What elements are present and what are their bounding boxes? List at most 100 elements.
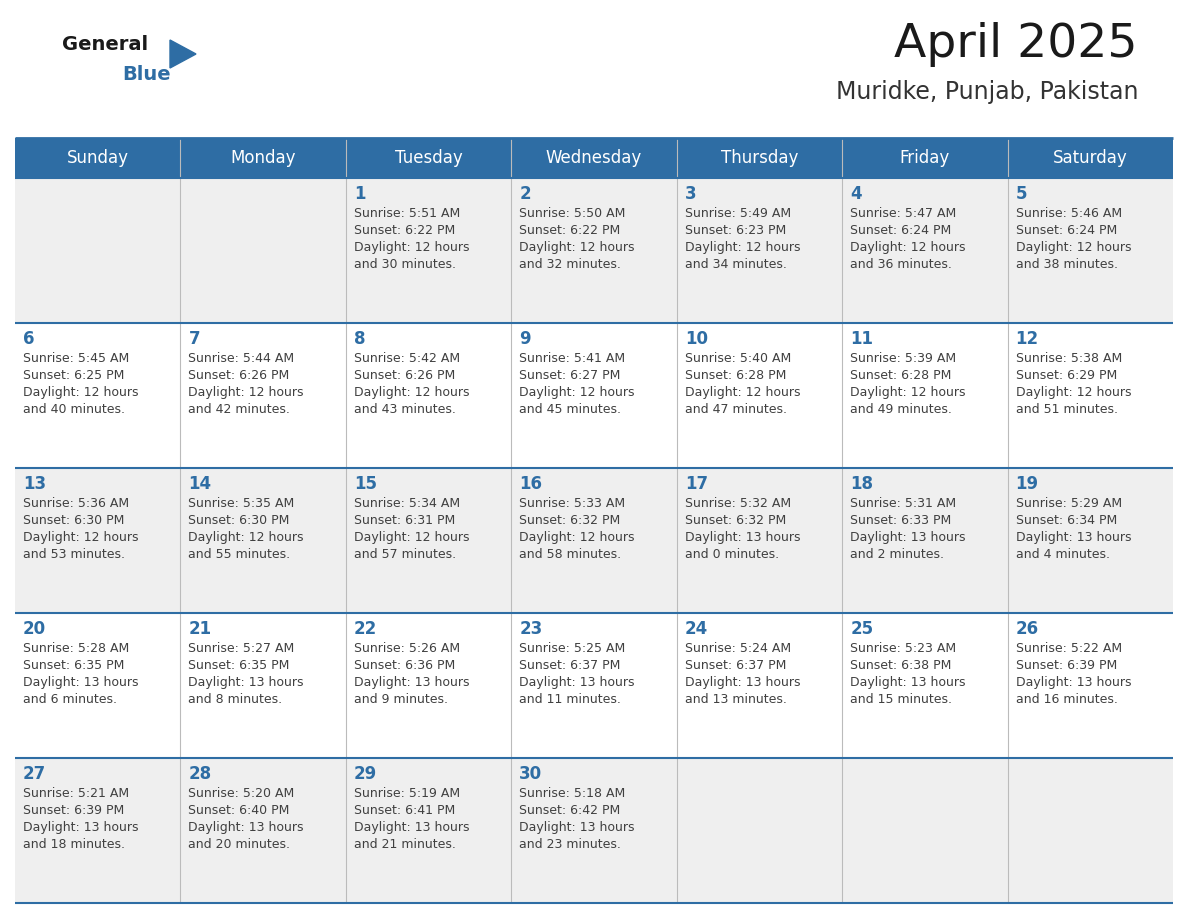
Text: 12: 12	[1016, 330, 1038, 348]
Text: Sunset: 6:37 PM: Sunset: 6:37 PM	[684, 659, 786, 672]
Text: Daylight: 13 hours: Daylight: 13 hours	[851, 531, 966, 544]
Text: Sunset: 6:32 PM: Sunset: 6:32 PM	[519, 514, 620, 527]
Text: Sunset: 6:24 PM: Sunset: 6:24 PM	[851, 224, 952, 237]
Text: Sunday: Sunday	[67, 149, 128, 167]
Text: Saturday: Saturday	[1053, 149, 1127, 167]
Text: Sunrise: 5:18 AM: Sunrise: 5:18 AM	[519, 787, 626, 800]
Text: Daylight: 13 hours: Daylight: 13 hours	[354, 676, 469, 689]
Text: Sunset: 6:30 PM: Sunset: 6:30 PM	[23, 514, 125, 527]
Text: Sunrise: 5:39 AM: Sunrise: 5:39 AM	[851, 352, 956, 365]
Text: Daylight: 12 hours: Daylight: 12 hours	[189, 386, 304, 399]
Text: Daylight: 13 hours: Daylight: 13 hours	[1016, 676, 1131, 689]
Text: Sunrise: 5:49 AM: Sunrise: 5:49 AM	[684, 207, 791, 220]
Text: and 47 minutes.: and 47 minutes.	[684, 403, 786, 416]
Text: Daylight: 12 hours: Daylight: 12 hours	[354, 531, 469, 544]
Text: Sunrise: 5:24 AM: Sunrise: 5:24 AM	[684, 642, 791, 655]
Text: Sunset: 6:29 PM: Sunset: 6:29 PM	[1016, 369, 1117, 382]
Text: 8: 8	[354, 330, 366, 348]
Text: Sunrise: 5:38 AM: Sunrise: 5:38 AM	[1016, 352, 1121, 365]
Text: Sunrise: 5:40 AM: Sunrise: 5:40 AM	[684, 352, 791, 365]
Text: Sunrise: 5:45 AM: Sunrise: 5:45 AM	[23, 352, 129, 365]
Text: Sunset: 6:28 PM: Sunset: 6:28 PM	[851, 369, 952, 382]
Text: Sunset: 6:37 PM: Sunset: 6:37 PM	[519, 659, 620, 672]
Text: and 23 minutes.: and 23 minutes.	[519, 838, 621, 851]
Text: and 30 minutes.: and 30 minutes.	[354, 258, 456, 271]
Bar	[15, 323, 1173, 468]
Text: Sunrise: 5:20 AM: Sunrise: 5:20 AM	[189, 787, 295, 800]
Text: 21: 21	[189, 620, 211, 638]
Text: April 2025: April 2025	[895, 22, 1138, 67]
Text: Daylight: 13 hours: Daylight: 13 hours	[684, 531, 801, 544]
Text: 4: 4	[851, 185, 861, 203]
Text: 6: 6	[23, 330, 34, 348]
Text: and 16 minutes.: and 16 minutes.	[1016, 693, 1118, 706]
Text: 1: 1	[354, 185, 366, 203]
Text: and 9 minutes.: and 9 minutes.	[354, 693, 448, 706]
Text: Tuesday: Tuesday	[394, 149, 462, 167]
Text: Daylight: 13 hours: Daylight: 13 hours	[851, 676, 966, 689]
Text: and 57 minutes.: and 57 minutes.	[354, 548, 456, 561]
Text: Sunset: 6:31 PM: Sunset: 6:31 PM	[354, 514, 455, 527]
Text: Sunrise: 5:27 AM: Sunrise: 5:27 AM	[189, 642, 295, 655]
Text: and 40 minutes.: and 40 minutes.	[23, 403, 125, 416]
Text: Daylight: 12 hours: Daylight: 12 hours	[23, 531, 139, 544]
Text: Sunset: 6:35 PM: Sunset: 6:35 PM	[23, 659, 125, 672]
Text: Sunset: 6:41 PM: Sunset: 6:41 PM	[354, 804, 455, 817]
Text: and 58 minutes.: and 58 minutes.	[519, 548, 621, 561]
Text: 15: 15	[354, 475, 377, 493]
Text: Sunrise: 5:21 AM: Sunrise: 5:21 AM	[23, 787, 129, 800]
Text: Sunset: 6:35 PM: Sunset: 6:35 PM	[189, 659, 290, 672]
Text: and 42 minutes.: and 42 minutes.	[189, 403, 290, 416]
Text: Sunrise: 5:35 AM: Sunrise: 5:35 AM	[189, 497, 295, 510]
Text: Thursday: Thursday	[721, 149, 798, 167]
Text: 26: 26	[1016, 620, 1038, 638]
Text: and 38 minutes.: and 38 minutes.	[1016, 258, 1118, 271]
Bar	[15, 758, 1173, 903]
Text: Sunrise: 5:41 AM: Sunrise: 5:41 AM	[519, 352, 625, 365]
Text: 14: 14	[189, 475, 211, 493]
Text: Sunset: 6:28 PM: Sunset: 6:28 PM	[684, 369, 786, 382]
Text: Daylight: 12 hours: Daylight: 12 hours	[354, 241, 469, 254]
Text: Sunset: 6:34 PM: Sunset: 6:34 PM	[1016, 514, 1117, 527]
Text: Daylight: 12 hours: Daylight: 12 hours	[519, 531, 634, 544]
Text: Sunset: 6:39 PM: Sunset: 6:39 PM	[1016, 659, 1117, 672]
Text: Daylight: 12 hours: Daylight: 12 hours	[23, 386, 139, 399]
Text: Sunset: 6:38 PM: Sunset: 6:38 PM	[851, 659, 952, 672]
Text: Daylight: 13 hours: Daylight: 13 hours	[519, 821, 634, 834]
Text: Sunrise: 5:19 AM: Sunrise: 5:19 AM	[354, 787, 460, 800]
Bar	[15, 138, 1173, 178]
Text: Monday: Monday	[230, 149, 296, 167]
Text: Daylight: 13 hours: Daylight: 13 hours	[23, 676, 139, 689]
Text: 3: 3	[684, 185, 696, 203]
Text: Sunrise: 5:46 AM: Sunrise: 5:46 AM	[1016, 207, 1121, 220]
Text: Sunrise: 5:33 AM: Sunrise: 5:33 AM	[519, 497, 625, 510]
Text: Sunset: 6:26 PM: Sunset: 6:26 PM	[189, 369, 290, 382]
Text: Sunrise: 5:36 AM: Sunrise: 5:36 AM	[23, 497, 129, 510]
Text: Sunset: 6:40 PM: Sunset: 6:40 PM	[189, 804, 290, 817]
Text: Sunset: 6:39 PM: Sunset: 6:39 PM	[23, 804, 125, 817]
Text: and 51 minutes.: and 51 minutes.	[1016, 403, 1118, 416]
Text: and 34 minutes.: and 34 minutes.	[684, 258, 786, 271]
Text: Sunrise: 5:42 AM: Sunrise: 5:42 AM	[354, 352, 460, 365]
Text: 19: 19	[1016, 475, 1038, 493]
Text: Daylight: 13 hours: Daylight: 13 hours	[1016, 531, 1131, 544]
Text: 20: 20	[23, 620, 46, 638]
Text: Sunrise: 5:25 AM: Sunrise: 5:25 AM	[519, 642, 626, 655]
Text: 23: 23	[519, 620, 543, 638]
Text: Wednesday: Wednesday	[545, 149, 643, 167]
Text: Sunrise: 5:22 AM: Sunrise: 5:22 AM	[1016, 642, 1121, 655]
Text: Sunrise: 5:26 AM: Sunrise: 5:26 AM	[354, 642, 460, 655]
Bar	[15, 178, 1173, 323]
Text: Daylight: 12 hours: Daylight: 12 hours	[1016, 386, 1131, 399]
Text: 2: 2	[519, 185, 531, 203]
Text: 27: 27	[23, 765, 46, 783]
Text: and 21 minutes.: and 21 minutes.	[354, 838, 456, 851]
Text: Blue: Blue	[122, 65, 171, 84]
Text: and 8 minutes.: and 8 minutes.	[189, 693, 283, 706]
Text: and 43 minutes.: and 43 minutes.	[354, 403, 456, 416]
Text: Sunset: 6:32 PM: Sunset: 6:32 PM	[684, 514, 786, 527]
Text: Sunset: 6:23 PM: Sunset: 6:23 PM	[684, 224, 786, 237]
Text: Sunset: 6:26 PM: Sunset: 6:26 PM	[354, 369, 455, 382]
Text: and 20 minutes.: and 20 minutes.	[189, 838, 290, 851]
Text: and 55 minutes.: and 55 minutes.	[189, 548, 291, 561]
